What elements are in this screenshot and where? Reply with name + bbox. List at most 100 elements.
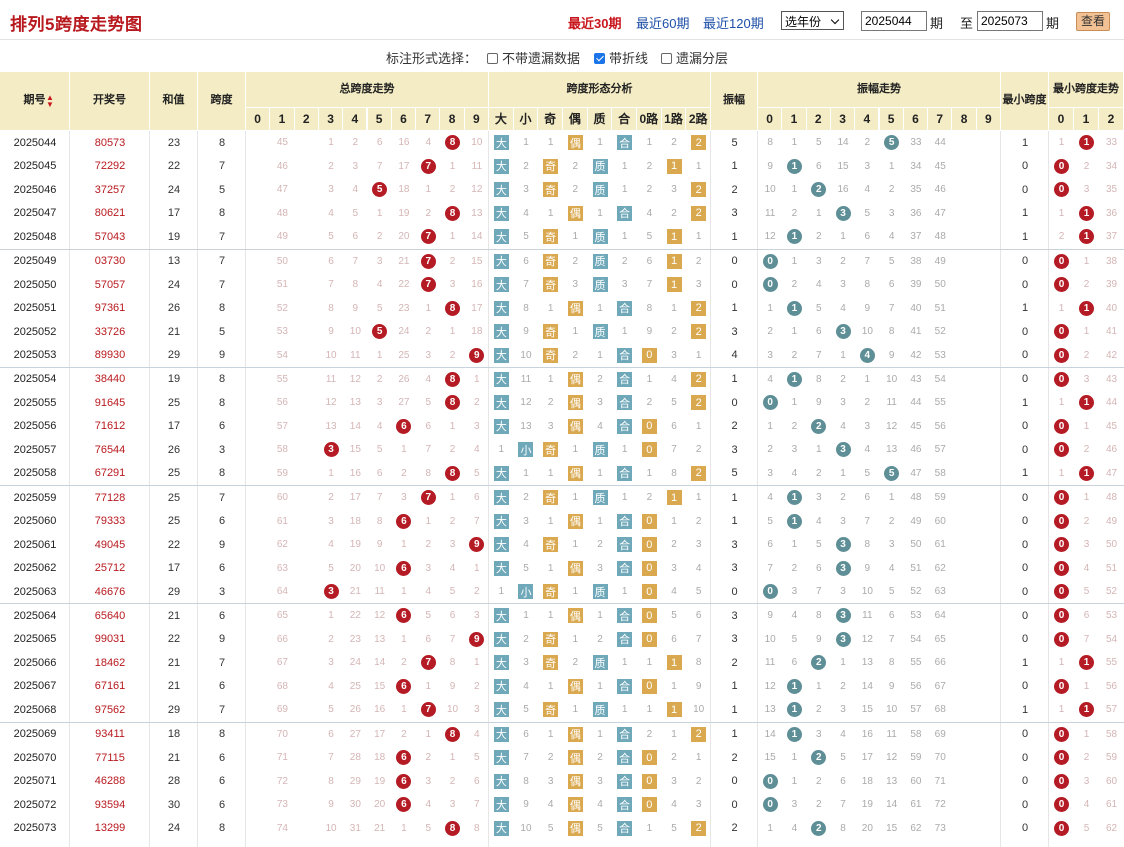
pattern-miss: 1 (695, 349, 702, 361)
amp-trend-miss: 47 (934, 207, 946, 219)
total-span-hit: 9 (465, 628, 489, 652)
min-span-cell: 1 (1021, 207, 1029, 220)
total-span-miss: 4 (328, 207, 334, 219)
checkbox-no-miss[interactable] (487, 53, 498, 64)
amp-trend-miss: 7 (864, 255, 871, 267)
option-no-miss[interactable]: 不带遗漏数据 (487, 48, 580, 67)
amp-trend-miss: 42 (910, 349, 922, 361)
sort-arrow-icon[interactable]: ▲ ▼ (46, 93, 54, 109)
table-row: 2025067 67161 21 6 68 4 25 15 6 1 9 2 大 4 1 偶 1 合 0 1 9 1 12 1 1… (0, 675, 1124, 699)
pattern-miss: 1 (695, 420, 702, 432)
pattern-miss: 1 (547, 207, 554, 219)
total-span-miss: 2 (376, 231, 383, 243)
min-trend-miss: 1 (1083, 492, 1090, 504)
amp-trend-miss: 50 (910, 539, 922, 551)
amp-cell: 1 (731, 680, 738, 693)
filter-120[interactable]: 最近120期 (703, 16, 764, 31)
span-cell: 8 (218, 396, 226, 409)
pattern-miss: 5 (523, 231, 529, 243)
checkbox-layer[interactable] (661, 53, 672, 64)
amp-trend-miss: 15 (886, 822, 898, 834)
min-trend-hit: 0 (1049, 675, 1074, 699)
table-row: 2025055 91645 25 8 56 12 13 3 27 5 8 2 大 12 2 偶 3 合 2 5 2 0 0 1… (0, 391, 1124, 415)
amp-trend-miss: 1 (840, 349, 846, 361)
pattern-square: 0 (641, 418, 657, 434)
amp-trend-miss: 48 (934, 231, 946, 243)
min-trend-ball: 0 (1054, 277, 1069, 293)
view-button[interactable]: 查看 (1076, 12, 1110, 31)
filter-60[interactable]: 最近60期 (636, 16, 690, 31)
min-trend-miss: 1 (1083, 420, 1090, 432)
amp-trend-miss: 5 (840, 752, 846, 764)
amp-trend-miss (977, 580, 1001, 604)
amp-trend-miss (952, 746, 976, 770)
pattern-miss: 1 (597, 467, 603, 479)
filter-30[interactable]: 最近30期 (568, 16, 622, 31)
total-span-miss: 58 (276, 444, 288, 456)
pattern-hit: 大 (489, 746, 514, 770)
amp-trend-miss: 63 (934, 586, 946, 598)
from-issue-input[interactable]: 2025044 (861, 11, 927, 31)
total-span-miss: 11 (374, 586, 385, 598)
pattern-hit: 质 (588, 651, 613, 675)
header-min-trend: 最小跨度走势 (1049, 72, 1124, 108)
total-span-miss (246, 556, 270, 580)
min-trend-miss: 49 (1105, 515, 1118, 527)
pattern-miss: 1 (498, 586, 505, 598)
checkbox-line[interactable] (594, 53, 605, 64)
pattern-hit: 合 (612, 533, 637, 557)
total-span-ball: 9 (469, 347, 485, 363)
to-issue-input[interactable]: 2025073 (977, 11, 1043, 31)
amp-trend-miss: 11 (886, 728, 897, 740)
min-trend-ball: 0 (1054, 253, 1069, 269)
span-cell: 8 (218, 302, 226, 315)
total-span-miss (246, 651, 270, 675)
total-span-miss: 4 (425, 373, 432, 385)
amp-trend-miss (952, 817, 976, 841)
amp-cell: 0 (731, 798, 738, 811)
amp-trend-hit: 1 (782, 698, 806, 722)
issue-cell: 2025053 (13, 349, 57, 362)
amp-trend-miss: 3 (840, 586, 846, 598)
pattern-square: 大 (493, 418, 509, 434)
issue-cell: 2025070 (13, 751, 57, 764)
total-span-miss: 22 (349, 610, 361, 622)
pattern-miss: 1 (621, 586, 628, 598)
draw-cell: 57043 (94, 230, 126, 243)
pattern-hit: 1 (662, 698, 687, 722)
year-select[interactable]: 选年份 (781, 11, 844, 30)
amp-cell: 3 (731, 562, 738, 575)
total-span-miss: 63 (276, 562, 288, 574)
min-span-cell: 0 (1021, 183, 1029, 196)
total-span-miss: 57 (276, 420, 288, 432)
option-line[interactable]: 带折线 (594, 48, 648, 67)
total-span-miss: 14 (349, 420, 361, 432)
pattern-square: 大 (493, 277, 509, 293)
amp-trend-miss: 4 (888, 562, 895, 574)
total-span-miss: 6 (474, 492, 480, 504)
amp-trend-hit: 1 (782, 368, 806, 392)
option-layer[interactable]: 遗漏分层 (661, 48, 728, 67)
total-span-miss: 4 (376, 420, 383, 432)
pattern-miss: 2 (523, 492, 529, 504)
total-span-miss: 3 (474, 610, 480, 622)
total-span-miss: 8 (376, 515, 383, 527)
pattern-square: 1 (666, 253, 682, 269)
top-bar: 排列5跨度走势图 最近30期 最近60期 最近120期 选年份 2025044 … (0, 0, 1124, 40)
min-trend-ball: 0 (1054, 631, 1069, 647)
amp-trend-miss (977, 178, 1001, 202)
pattern-miss: 2 (572, 160, 579, 172)
amp-trend-ball: 4 (859, 347, 875, 363)
total-span-miss: 12 (349, 373, 361, 385)
pattern-miss: 5 (597, 822, 603, 834)
min-span-cell: 0 (1021, 160, 1029, 173)
min-trend-miss: 35 (1105, 184, 1118, 196)
min-span-cell: 1 (1021, 230, 1029, 243)
draw-cell: 93594 (94, 798, 126, 811)
amp-trend-hit: 0 (758, 770, 782, 794)
amp-trend-miss: 7 (840, 799, 846, 811)
pattern-square: 0 (641, 537, 657, 553)
amp-trend-ball: 2 (811, 750, 827, 766)
min-span-cell: 0 (1021, 609, 1029, 622)
amp-trend-miss: 69 (934, 728, 946, 740)
